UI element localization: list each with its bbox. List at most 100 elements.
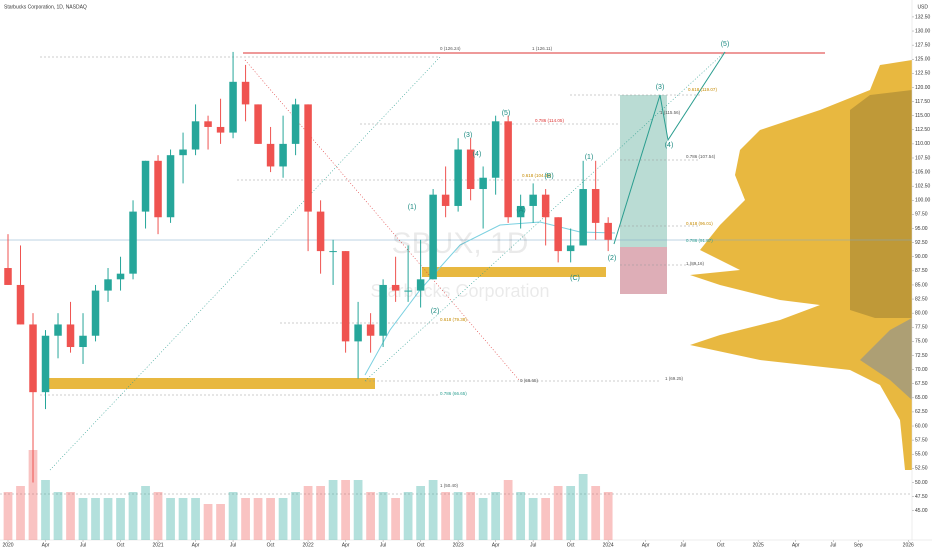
- x-tick-label: 2020: [2, 542, 13, 548]
- volume-bar: [591, 486, 601, 540]
- x-tick-label: Apr: [492, 542, 500, 548]
- x-tick-label: 2024: [603, 542, 614, 548]
- projection: [613, 51, 726, 245]
- fib-label: 0.786 (114.05): [535, 118, 564, 123]
- volume-bar: [528, 498, 538, 540]
- candle-body: [579, 189, 587, 246]
- x-tick-label: Oct: [567, 542, 575, 548]
- x-tick-label: Apr: [42, 542, 50, 548]
- candle-body: [166, 155, 175, 218]
- candle-body: [179, 149, 187, 156]
- volume-bar: [3, 492, 13, 540]
- fib-label: 0.786 (91.87): [686, 238, 713, 243]
- wave-label: (1): [408, 204, 417, 211]
- x-tick-label: Oct: [117, 542, 125, 548]
- stop-box: [620, 247, 667, 294]
- candle-body: [204, 121, 212, 127]
- watermark-subtitle: Starbucks Corporation: [370, 281, 549, 301]
- volume-bar: [91, 498, 100, 540]
- y-tick-label: 117.50: [915, 99, 930, 105]
- volume-bar: [553, 486, 563, 540]
- y-tick-label: 60.00: [915, 423, 928, 429]
- candle-body: [104, 279, 112, 291]
- volume-bar: [103, 498, 113, 540]
- wave-label: (3): [656, 84, 665, 91]
- volume-bar: [166, 498, 175, 540]
- candle-body: [554, 217, 562, 252]
- volume-bar: [116, 498, 125, 540]
- candle-body: [229, 81, 237, 133]
- y-tick-label: 80.00: [915, 310, 928, 316]
- x-tick-label: 2021: [152, 542, 163, 548]
- volume-bar: [78, 498, 88, 540]
- x-tick-label: Jul: [80, 542, 86, 548]
- x-tick-label: Jul: [380, 542, 386, 548]
- candle-body: [254, 104, 262, 144]
- x-tick-label: Sep: [854, 542, 863, 548]
- volume-bar: [241, 498, 250, 540]
- wave-label: (B): [544, 173, 553, 180]
- moving-average: [364, 221, 616, 376]
- x-tick-label: Jul: [530, 542, 536, 548]
- volume-bar: [353, 480, 363, 540]
- y-tick-label: 115.00: [915, 113, 930, 119]
- wave-label: (2): [608, 255, 617, 262]
- candle-body: [16, 284, 25, 325]
- volume-bar: [228, 492, 238, 540]
- candle-body: [366, 324, 375, 336]
- volume-bar: [541, 498, 551, 540]
- y-tick-label: 97.50: [915, 212, 928, 218]
- x-tick-label: Jul: [680, 542, 686, 548]
- candle-body: [341, 251, 350, 342]
- candle-body: [429, 194, 437, 280]
- candle-body: [466, 149, 475, 190]
- volume-bar: [403, 492, 413, 540]
- y-tick-label: 112.50: [915, 127, 930, 133]
- volume-profile: [690, 60, 912, 470]
- y-tick-label: 45.00: [915, 508, 928, 514]
- volume-bar: [441, 492, 450, 540]
- volume-bar: [491, 492, 501, 540]
- y-tick-label: 102.50: [915, 184, 931, 190]
- volume-bar: [428, 480, 438, 540]
- volume-bar: [153, 492, 163, 540]
- candle-body: [279, 143, 287, 167]
- candle-body: [241, 81, 250, 105]
- fib-label: 1 (69.25): [665, 376, 684, 381]
- candle-body: [404, 290, 412, 292]
- target-box: [620, 95, 667, 247]
- candle-body: [291, 104, 300, 144]
- volume-bar: [266, 498, 275, 540]
- y-tick-label: 110.00: [915, 141, 930, 147]
- chart-title: Starbucks Corporation, 1D, NASDAQ: [4, 4, 87, 10]
- volume-bar: [253, 498, 263, 540]
- candle-body: [316, 211, 325, 252]
- candle-body: [604, 222, 612, 240]
- demand-zone: [42, 378, 375, 389]
- candle-body: [54, 324, 62, 336]
- y-tick-label: 55.00: [915, 452, 928, 458]
- x-tick-label: 2026: [903, 542, 914, 548]
- volume-bar: [291, 492, 300, 540]
- y-tick-label: 75.00: [915, 339, 928, 345]
- volume-bar: [341, 480, 350, 540]
- volume-bar: [416, 486, 425, 540]
- wave-label: (5): [721, 41, 730, 48]
- x-tick-label: Oct: [267, 542, 275, 548]
- x-tick-label: Apr: [192, 542, 200, 548]
- volume-bar: [41, 480, 50, 540]
- candle-body: [4, 268, 12, 285]
- y-tick-label: 90.00: [915, 254, 928, 260]
- y-tick-label: 47.50: [915, 494, 928, 500]
- candle-body: [441, 194, 450, 206]
- y-tick-label: 125.00: [915, 57, 931, 63]
- y-tick-label: 132.50: [915, 14, 931, 20]
- demand-zone: [422, 267, 606, 277]
- volume-bar: [316, 486, 325, 540]
- wave-label: (C): [570, 275, 580, 282]
- volume-bar: [328, 480, 338, 540]
- fib-label: 0.618 (96.01): [686, 221, 713, 226]
- volume-bar: [28, 450, 38, 540]
- volume-bar: [378, 492, 388, 540]
- candle-body: [154, 160, 162, 218]
